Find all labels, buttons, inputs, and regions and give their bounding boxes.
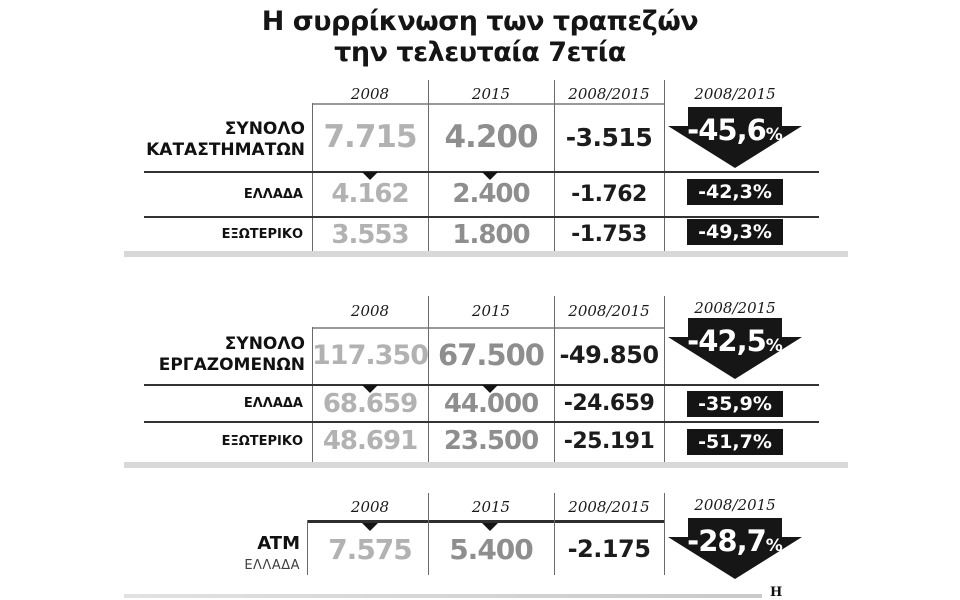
branches-greece-diff: -1.762	[571, 181, 647, 207]
row-divider-line	[144, 421, 819, 423]
atm-pct-drop: -28,7%	[665, 525, 805, 562]
employees-abroad-2015: 23.500	[443, 426, 539, 456]
employees-greece-2008: 68.659	[322, 388, 418, 419]
header-underline	[312, 103, 664, 105]
label-divider-line	[312, 103, 313, 253]
column-divider-line	[428, 493, 429, 575]
col-header-range: 2008/2015	[568, 498, 650, 516]
employees-greece-diff: -24.659	[563, 391, 655, 416]
label-divider-line	[312, 327, 313, 462]
section-label-line2: ΚΑΤΑΣΤΗΜΑΤΩΝ	[146, 140, 305, 160]
branches-total-diff: -3.515	[565, 122, 653, 152]
title-line-2: την τελευταία 7ετία	[334, 37, 626, 68]
section-label-line2: ΕΡΓΑΖΟΜΕΝΩΝ	[158, 355, 305, 375]
col-header-2008: 2008	[350, 85, 390, 103]
branches-greece-2008: 4.162	[331, 179, 409, 209]
col-header-2015: 2015	[471, 498, 511, 516]
column-divider-line	[664, 80, 665, 253]
branches-abroad-pct-badge: -49,3%	[687, 219, 783, 245]
col-header-range: 2008/2015	[568, 302, 650, 320]
row-label-greece: ΕΛΛΑΔΑ	[243, 186, 303, 202]
column-divider-line	[428, 296, 429, 462]
row-divider-line	[144, 384, 819, 386]
page-title: Η συρρίκνωση των τραπεζών την τελευταία …	[0, 6, 960, 68]
branches-abroad-2015: 1.800	[452, 219, 530, 250]
big-drop-arrow-employees: -42,5%	[665, 318, 805, 380]
big-drop-arrow-atm: -28,7%	[665, 518, 805, 580]
footer-rule	[124, 594, 762, 598]
section-label-line1: ΣΥΝΟΛΟ	[224, 119, 305, 139]
employees-greece-2015: 44.000	[443, 388, 539, 419]
arrow-down-icon	[362, 523, 378, 531]
section-divider-bar	[124, 251, 848, 257]
column-divider-line	[554, 80, 555, 253]
header-underline	[307, 520, 664, 523]
label-divider-line	[307, 520, 308, 575]
branches-total-2008: 7.715	[323, 119, 417, 155]
percent-sign: %	[765, 536, 783, 556]
header-underline	[312, 327, 664, 329]
section-divider-bar	[124, 462, 848, 468]
arrow-down-icon	[482, 523, 498, 531]
branches-greece-2015: 2.400	[452, 179, 530, 209]
column-divider-line	[554, 493, 555, 575]
col-header-range: 2008/2015	[568, 85, 650, 103]
percent-sign: %	[765, 125, 783, 145]
column-divider-line	[664, 296, 665, 462]
big-drop-arrow-branches: -45,6%	[665, 107, 805, 169]
down-arrow-icon	[668, 318, 802, 379]
percent-sign: %	[765, 336, 783, 356]
atm-2008: 7.575	[328, 532, 413, 566]
column-divider-line	[664, 493, 665, 575]
branches-pct-drop: -45,6%	[665, 114, 805, 151]
down-arrow-icon	[668, 518, 802, 579]
column-divider-line	[554, 296, 555, 462]
branches-greece-pct-badge: -42,3%	[687, 179, 783, 205]
employees-greece-pct-badge: -35,9%	[687, 391, 783, 417]
branches-abroad-diff: -1.753	[571, 222, 647, 247]
brand-logo: Η ΚΑΘΗΜΕΡΙΝΗ	[770, 585, 783, 600]
arrow-down-icon	[362, 172, 378, 180]
col-header-2015: 2015	[471, 85, 511, 103]
section-sublabel: ΕΛΛΑΔΑ	[244, 558, 300, 573]
arrow-down-icon	[482, 385, 498, 393]
section-label-line1: ΣΥΝΟΛΟ	[224, 334, 305, 354]
pct-value: -45,6	[687, 113, 767, 147]
employees-total-2015: 67.500	[438, 338, 545, 372]
pct-value: -42,5	[687, 324, 767, 358]
row-label-greece: ΕΛΛΑΔΑ	[243, 396, 303, 411]
arrow-down-icon	[362, 385, 378, 393]
section-label-atm: ATM ΕΛΛΑΔΑ	[60, 533, 300, 577]
employees-total-diff: -49.850	[559, 341, 659, 369]
employees-abroad-diff: -25.191	[563, 428, 655, 454]
employees-total-2008: 117.350	[312, 339, 429, 371]
branches-abroad-2008: 3.553	[331, 219, 409, 250]
title-line-1: Η συρρίκνωση των τραπεζών	[261, 6, 699, 37]
section-label-branches: ΣΥΝΟΛΟ ΚΑΤΑΣΤΗΜΑΤΩΝ	[60, 119, 305, 161]
section-label-line1: ATM	[257, 533, 300, 554]
row-label-abroad: ΕΞΩΤΕΡΙΚΟ	[221, 433, 303, 449]
col-header-arrow-range: 2008/2015	[694, 496, 776, 514]
pct-value: -28,7	[687, 524, 767, 558]
atm-2015: 5.400	[449, 532, 534, 566]
col-header-arrow-range: 2008/2015	[694, 299, 776, 317]
employees-abroad-pct-badge: -51,7%	[687, 429, 783, 455]
employees-pct-drop: -42,5%	[665, 325, 805, 362]
atm-diff: -2.175	[567, 535, 651, 563]
section-label-employees: ΣΥΝΟΛΟ ΕΡΓΑΖΟΜΕΝΩΝ	[60, 334, 305, 376]
arrow-down-icon	[482, 172, 498, 180]
row-divider-line	[144, 216, 819, 218]
down-arrow-icon	[668, 107, 802, 168]
col-header-2008: 2008	[350, 302, 390, 320]
row-label-abroad: ΕΞΩΤΕΡΙΚΟ	[221, 227, 303, 242]
row-divider-line	[144, 171, 819, 173]
branches-total-2015: 4.200	[444, 119, 538, 155]
column-divider-line	[428, 80, 429, 253]
employees-abroad-2008: 48.691	[322, 426, 418, 456]
col-header-2015: 2015	[471, 302, 511, 320]
col-header-arrow-range: 2008/2015	[694, 85, 776, 103]
col-header-2008: 2008	[350, 498, 390, 516]
